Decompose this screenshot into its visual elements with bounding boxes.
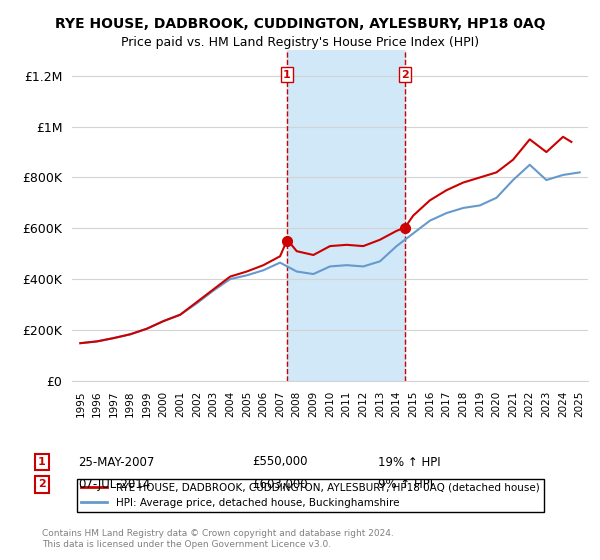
- Text: 07-JUL-2014: 07-JUL-2014: [78, 478, 150, 491]
- Text: 1: 1: [38, 457, 46, 467]
- Text: 2: 2: [401, 69, 409, 80]
- Legend: RYE HOUSE, DADBROOK, CUDDINGTON, AYLESBURY, HP18 0AQ (detached house), HPI: Aver: RYE HOUSE, DADBROOK, CUDDINGTON, AYLESBU…: [77, 479, 544, 512]
- Text: £603,000: £603,000: [252, 478, 308, 491]
- Text: 1: 1: [283, 69, 290, 80]
- Bar: [287, 50, 405, 381]
- Text: Price paid vs. HM Land Registry's House Price Index (HPI): Price paid vs. HM Land Registry's House …: [121, 36, 479, 49]
- Text: 2: 2: [38, 479, 46, 489]
- Text: £550,000: £550,000: [252, 455, 308, 469]
- Text: Contains HM Land Registry data © Crown copyright and database right 2024.
This d: Contains HM Land Registry data © Crown c…: [42, 529, 394, 549]
- Text: 19% ↑ HPI: 19% ↑ HPI: [378, 455, 440, 469]
- Text: RYE HOUSE, DADBROOK, CUDDINGTON, AYLESBURY, HP18 0AQ: RYE HOUSE, DADBROOK, CUDDINGTON, AYLESBU…: [55, 17, 545, 31]
- Text: 25-MAY-2007: 25-MAY-2007: [78, 455, 154, 469]
- Text: 9% ↑ HPI: 9% ↑ HPI: [378, 478, 433, 491]
